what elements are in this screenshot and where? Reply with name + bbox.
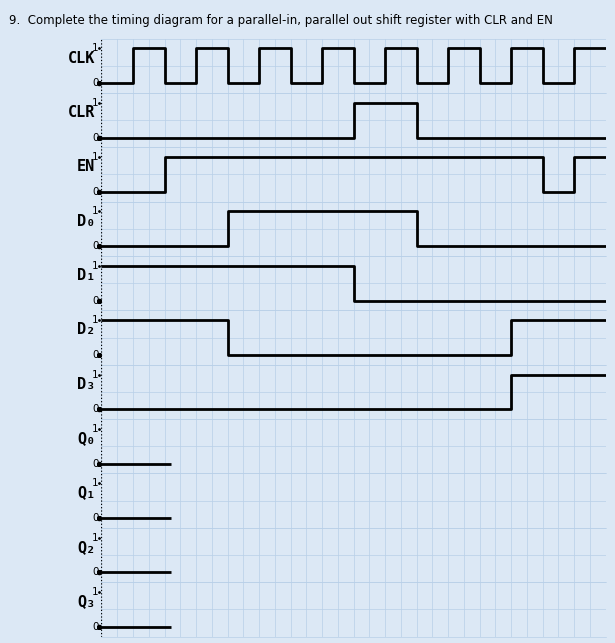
Text: 1: 1 [92, 98, 98, 108]
Text: 0: 0 [92, 78, 98, 88]
Text: Q₀: Q₀ [77, 431, 95, 446]
Text: 1: 1 [92, 532, 98, 543]
Text: D₁: D₁ [77, 268, 95, 283]
Text: CLK: CLK [68, 51, 95, 66]
Text: Q₃: Q₃ [77, 594, 95, 609]
Text: 1: 1 [92, 424, 98, 434]
Text: 1: 1 [92, 206, 98, 217]
Text: 1: 1 [92, 587, 98, 597]
Text: 0: 0 [92, 241, 98, 251]
Text: 1: 1 [92, 261, 98, 271]
Text: 1: 1 [92, 478, 98, 488]
Text: 1: 1 [92, 43, 98, 53]
Text: D₀: D₀ [77, 213, 95, 229]
Text: 0: 0 [92, 622, 98, 632]
Text: 1: 1 [92, 315, 98, 325]
Text: 9.  Complete the timing diagram for a parallel-in, parallel out shift register w: 9. Complete the timing diagram for a par… [9, 14, 553, 27]
Text: 0: 0 [92, 513, 98, 523]
Text: 1: 1 [92, 152, 98, 162]
Text: D₃: D₃ [77, 377, 95, 392]
Text: 1: 1 [92, 370, 98, 379]
Text: 0: 0 [92, 296, 98, 305]
Text: 0: 0 [92, 567, 98, 577]
Text: CLR: CLR [68, 105, 95, 120]
Text: Q₁: Q₁ [77, 485, 95, 500]
Text: 0: 0 [92, 132, 98, 143]
Text: D₂: D₂ [77, 322, 95, 338]
Text: 0: 0 [92, 187, 98, 197]
Text: 0: 0 [92, 404, 98, 414]
Text: Q₂: Q₂ [77, 540, 95, 555]
Text: 0: 0 [92, 458, 98, 469]
Text: 0: 0 [92, 350, 98, 360]
Text: EN: EN [77, 159, 95, 174]
